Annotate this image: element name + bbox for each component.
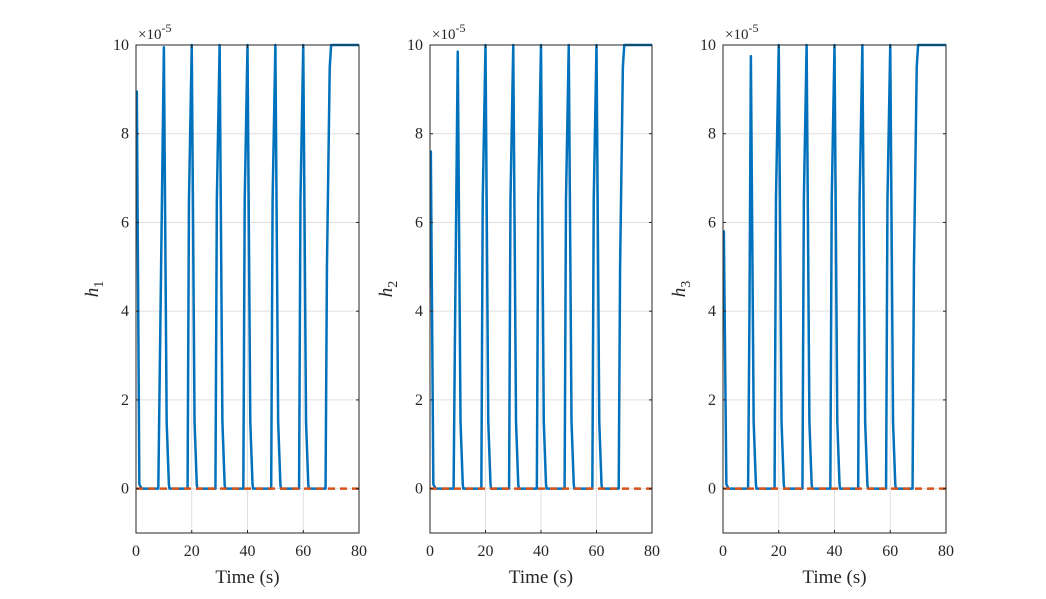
x-tick-label: 80 (351, 543, 367, 560)
y-tick-label: 10 (113, 37, 129, 54)
y-tick-label: 8 (415, 126, 423, 143)
y-label-subscript: 3 (679, 281, 694, 288)
y-label-base: h (669, 288, 690, 298)
y-tick-label: 0 (415, 481, 423, 498)
chart-panel-3: 0 20 40 60 80 0 2 4 6 8 10 ×10-5 Time (s) h3 (669, 21, 954, 588)
x-tick-label: 60 (589, 543, 605, 560)
x-axis-label: Time (s) (509, 567, 573, 588)
y-axis-label: h1 (82, 281, 107, 298)
exponent-base: ×10 (138, 27, 161, 43)
y-tick-label: 6 (121, 214, 129, 231)
y-tick-label: 6 (708, 214, 716, 231)
series-line-blue (136, 43, 359, 490)
exponent-power: -5 (161, 21, 171, 35)
y-tick-label: 4 (121, 303, 129, 320)
y-tick-label: 8 (121, 126, 129, 143)
exponent-power: -5 (455, 21, 465, 35)
y-tick-label: 10 (407, 37, 423, 54)
y-axis-label: h2 (376, 281, 401, 298)
y-tick-label: 4 (415, 303, 423, 320)
y-exponent-label: ×10-5 (432, 21, 465, 43)
exponent-base: ×10 (432, 27, 455, 43)
x-tick-label: 20 (478, 543, 494, 560)
y-tick-label: 0 (708, 481, 716, 498)
y-tick-label: 2 (415, 392, 423, 409)
x-tick-label: 0 (426, 543, 434, 560)
y-tick-label: 0 (121, 481, 129, 498)
x-tick-label: 60 (295, 543, 311, 560)
x-tick-label: 0 (132, 543, 140, 560)
y-label-base: h (82, 288, 103, 298)
x-axis-label: Time (s) (802, 567, 866, 588)
x-tick-label: 20 (184, 543, 200, 560)
y-tick-label: 2 (708, 392, 716, 409)
chart-panel-1: 0 20 40 60 80 0 2 4 6 8 10 ×10-5 Time (s) h1 (82, 21, 367, 588)
x-tick-label: 80 (644, 543, 660, 560)
x-tick-label: 40 (240, 543, 256, 560)
series-line-blue (430, 43, 652, 490)
y-label-base: h (376, 288, 397, 298)
x-tick-label: 40 (827, 543, 843, 560)
y-tick-label: 6 (415, 214, 423, 231)
y-tick-label: 8 (708, 126, 716, 143)
x-tick-label: 40 (533, 543, 549, 560)
x-axis-label: Time (s) (215, 567, 279, 588)
x-tick-label: 20 (771, 543, 787, 560)
x-tick-label: 60 (882, 543, 898, 560)
y-axis-label: h3 (669, 281, 694, 298)
exponent-base: ×10 (725, 27, 748, 43)
y-tick-label: 4 (708, 303, 716, 320)
x-tick-label: 80 (938, 543, 954, 560)
y-label-subscript: 2 (386, 281, 401, 288)
series-line-blue (723, 43, 946, 490)
y-exponent-label: ×10-5 (138, 21, 171, 43)
y-exponent-label: ×10-5 (725, 21, 758, 43)
x-tick-label: 0 (719, 543, 727, 560)
y-tick-label: 10 (700, 37, 716, 54)
y-label-subscript: 1 (92, 281, 107, 288)
y-tick-label: 2 (121, 392, 129, 409)
exponent-power: -5 (748, 21, 758, 35)
